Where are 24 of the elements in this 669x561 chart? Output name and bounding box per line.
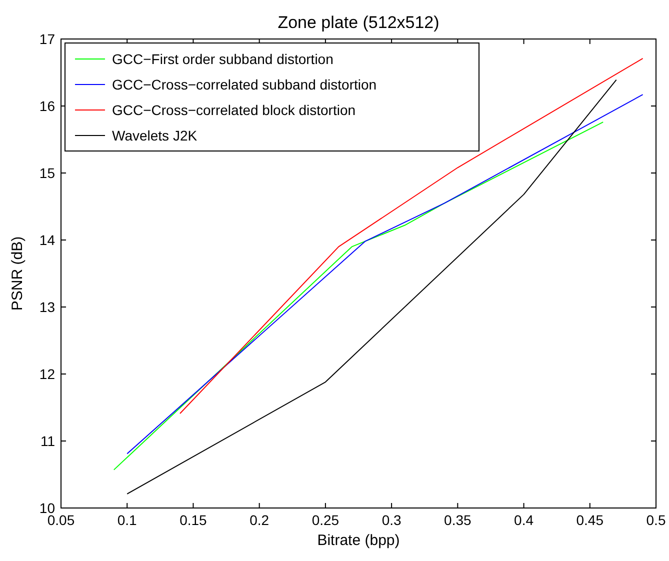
y-tick-label: 16 — [39, 98, 56, 114]
legend-label: GCC−First order subband distortion — [112, 51, 334, 67]
x-tick-label: 0.4 — [514, 512, 534, 528]
legend-label: GCC−Cross−correlated subband distortion — [112, 76, 377, 92]
x-tick-label: 0.15 — [180, 512, 208, 528]
x-axis-title: Bitrate (bpp) — [317, 532, 400, 549]
y-axis-title: PSNR (dB) — [9, 236, 26, 311]
y-tick-label: 14 — [39, 232, 56, 248]
x-tick-label: 0.5 — [646, 512, 666, 528]
y-tick-label: 12 — [39, 366, 56, 382]
x-tick-label: 0.35 — [444, 512, 472, 528]
x-tick-label: 0.2 — [250, 512, 270, 528]
line-series — [113, 122, 604, 470]
x-tick-label: 0.3 — [382, 512, 402, 528]
x-tick-label: 0.1 — [117, 512, 138, 528]
y-tick-label: 11 — [40, 433, 56, 449]
legend-label: Wavelets J2K — [112, 128, 198, 144]
x-tick-label: 0.45 — [576, 512, 604, 528]
x-tick-label: 0.25 — [312, 512, 340, 528]
y-tick-label: 13 — [39, 299, 56, 315]
y-tick-label: 15 — [39, 165, 56, 181]
y-tick-label: 17 — [39, 31, 56, 47]
legend-label: GCC−Cross−correlated block distortion — [112, 102, 356, 118]
chart-title: Zone plate (512x512) — [278, 13, 440, 32]
